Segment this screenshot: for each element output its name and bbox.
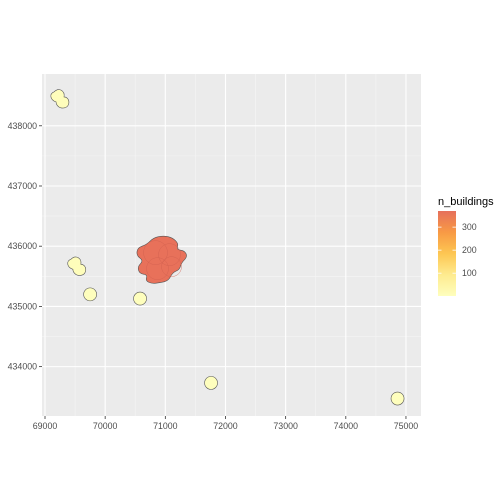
x-axis: 69000 70000 71000 72000 73000 74000 75000 <box>33 416 419 431</box>
legend-label: 100 <box>462 268 477 278</box>
cluster-shape <box>67 256 87 276</box>
building-cluster <box>50 89 70 109</box>
legend: n_buildings 100 200 300 <box>438 196 494 296</box>
building-clusters <box>50 89 405 406</box>
building-cluster <box>83 287 97 302</box>
x-tick-label: 69000 <box>33 421 58 431</box>
y-tick-label: 438000 <box>8 121 37 131</box>
y-tick-label: 437000 <box>8 181 37 191</box>
building-cluster <box>390 391 405 406</box>
legend-colorbar <box>438 211 456 296</box>
building-cluster <box>204 376 218 390</box>
cluster-shape <box>390 391 405 406</box>
y-tick-label: 436000 <box>8 241 37 251</box>
legend-label: 300 <box>462 222 477 232</box>
x-tick-label: 73000 <box>273 421 298 431</box>
major-gridlines <box>42 74 421 416</box>
legend-title: n_buildings <box>438 196 494 208</box>
x-tick-label: 72000 <box>213 421 238 431</box>
cluster-inner-outline <box>161 256 182 277</box>
y-tick-label: 434000 <box>8 362 37 372</box>
cluster-inner-outline <box>146 257 169 280</box>
x-tick-label: 70000 <box>93 421 118 431</box>
x-tick-label: 71000 <box>153 421 178 431</box>
x-tick-label: 74000 <box>334 421 359 431</box>
cluster-shape <box>50 89 70 109</box>
cluster-shape <box>133 291 147 306</box>
y-axis: 434000 435000 436000 437000 438000 <box>8 121 42 372</box>
cluster-inner-outline <box>143 240 168 265</box>
y-tick-label: 435000 <box>8 301 37 311</box>
cluster-inner-outline <box>158 243 181 266</box>
building-cluster <box>133 291 147 306</box>
legend-ticks: 100 200 300 <box>438 222 477 278</box>
cluster-shape <box>83 287 97 302</box>
building-cluster <box>67 256 87 276</box>
cluster-shape <box>204 376 218 390</box>
building-cluster <box>136 235 187 284</box>
x-tick-label: 75000 <box>394 421 419 431</box>
cluster-shape <box>136 235 187 284</box>
legend-label: 200 <box>462 245 477 255</box>
